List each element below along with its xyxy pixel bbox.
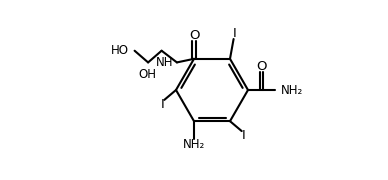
Text: I: I bbox=[242, 129, 246, 142]
Text: NH₂: NH₂ bbox=[281, 84, 303, 96]
Text: I: I bbox=[233, 27, 236, 40]
Text: I: I bbox=[160, 98, 164, 111]
Text: O: O bbox=[189, 29, 199, 42]
Text: OH: OH bbox=[138, 68, 156, 81]
Text: NH: NH bbox=[156, 56, 173, 69]
Text: HO: HO bbox=[111, 44, 129, 57]
Text: NH₂: NH₂ bbox=[183, 138, 205, 151]
Text: O: O bbox=[256, 60, 267, 73]
